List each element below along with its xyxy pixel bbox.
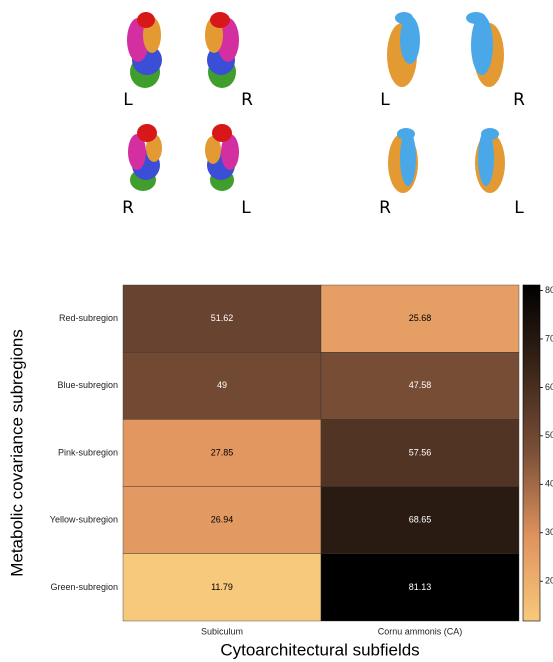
cell-value-label: 26.94 [211,515,234,525]
colorbar-tick-label: 50 [545,430,553,440]
y-tick-label: Pink-subregion [58,447,118,457]
cell-value-label: 11.79 [211,582,233,592]
cell-value-label: 68.65 [409,515,432,525]
heatmap-cell [122,553,322,622]
side-label: R [513,90,525,110]
side-label: R [241,90,253,110]
cell-value-label: 49 [217,380,227,390]
heatmap-cell [122,486,322,555]
brain-rendering-subfields-bottom [388,128,505,193]
heatmap-cell [320,486,520,555]
colorbar-tick-label: 40 [545,479,553,489]
colorbar [522,284,541,622]
side-label: R [379,198,391,218]
side-label: L [380,90,390,110]
cell-value-label: 25.68 [409,313,432,323]
cell-value-label: 27.85 [211,447,234,457]
side-label: L [123,90,133,110]
cell-value-label: 47.58 [409,380,432,390]
colorbar-tick-label: 20 [545,576,553,586]
y-tick-label: Red-subregion [59,313,118,323]
heatmap-cell [320,352,520,420]
cell-value-label: 57.56 [409,447,432,457]
heatmap-cell [122,419,322,487]
x-axis-title: Cytoarchitectural subfields [220,640,419,659]
heatmap-cell [122,284,322,353]
cell-value-label: 51.62 [211,313,234,323]
y-tick-label: Green-subregion [50,582,118,592]
side-label: L [514,198,524,218]
y-tick-label: Yellow-subregion [50,515,118,525]
y-tick-label: Blue-subregion [57,380,118,390]
side-label: R [122,198,134,218]
colorbar-tick-label: 70 [545,333,553,343]
brain-rendering-subfields-top [387,12,504,87]
colorbar-tick-label: 30 [545,527,553,537]
cell-value-label: 81.13 [409,582,432,592]
x-tick-label: Subiculum [201,626,243,636]
brain-rendering-subregions-top [127,12,239,88]
heatmap-cell [320,553,520,622]
brain-rendering-subregions-bottom [128,124,239,191]
y-axis-title: Metabolic covariance subregions [7,329,26,577]
side-label: L [241,198,251,218]
colorbar-tick-label: 60 [545,382,553,392]
heatmap-cell [320,419,520,487]
colorbar-tick-label: 80 [545,285,553,295]
x-tick-label: Cornu ammonis (CA) [378,626,463,636]
